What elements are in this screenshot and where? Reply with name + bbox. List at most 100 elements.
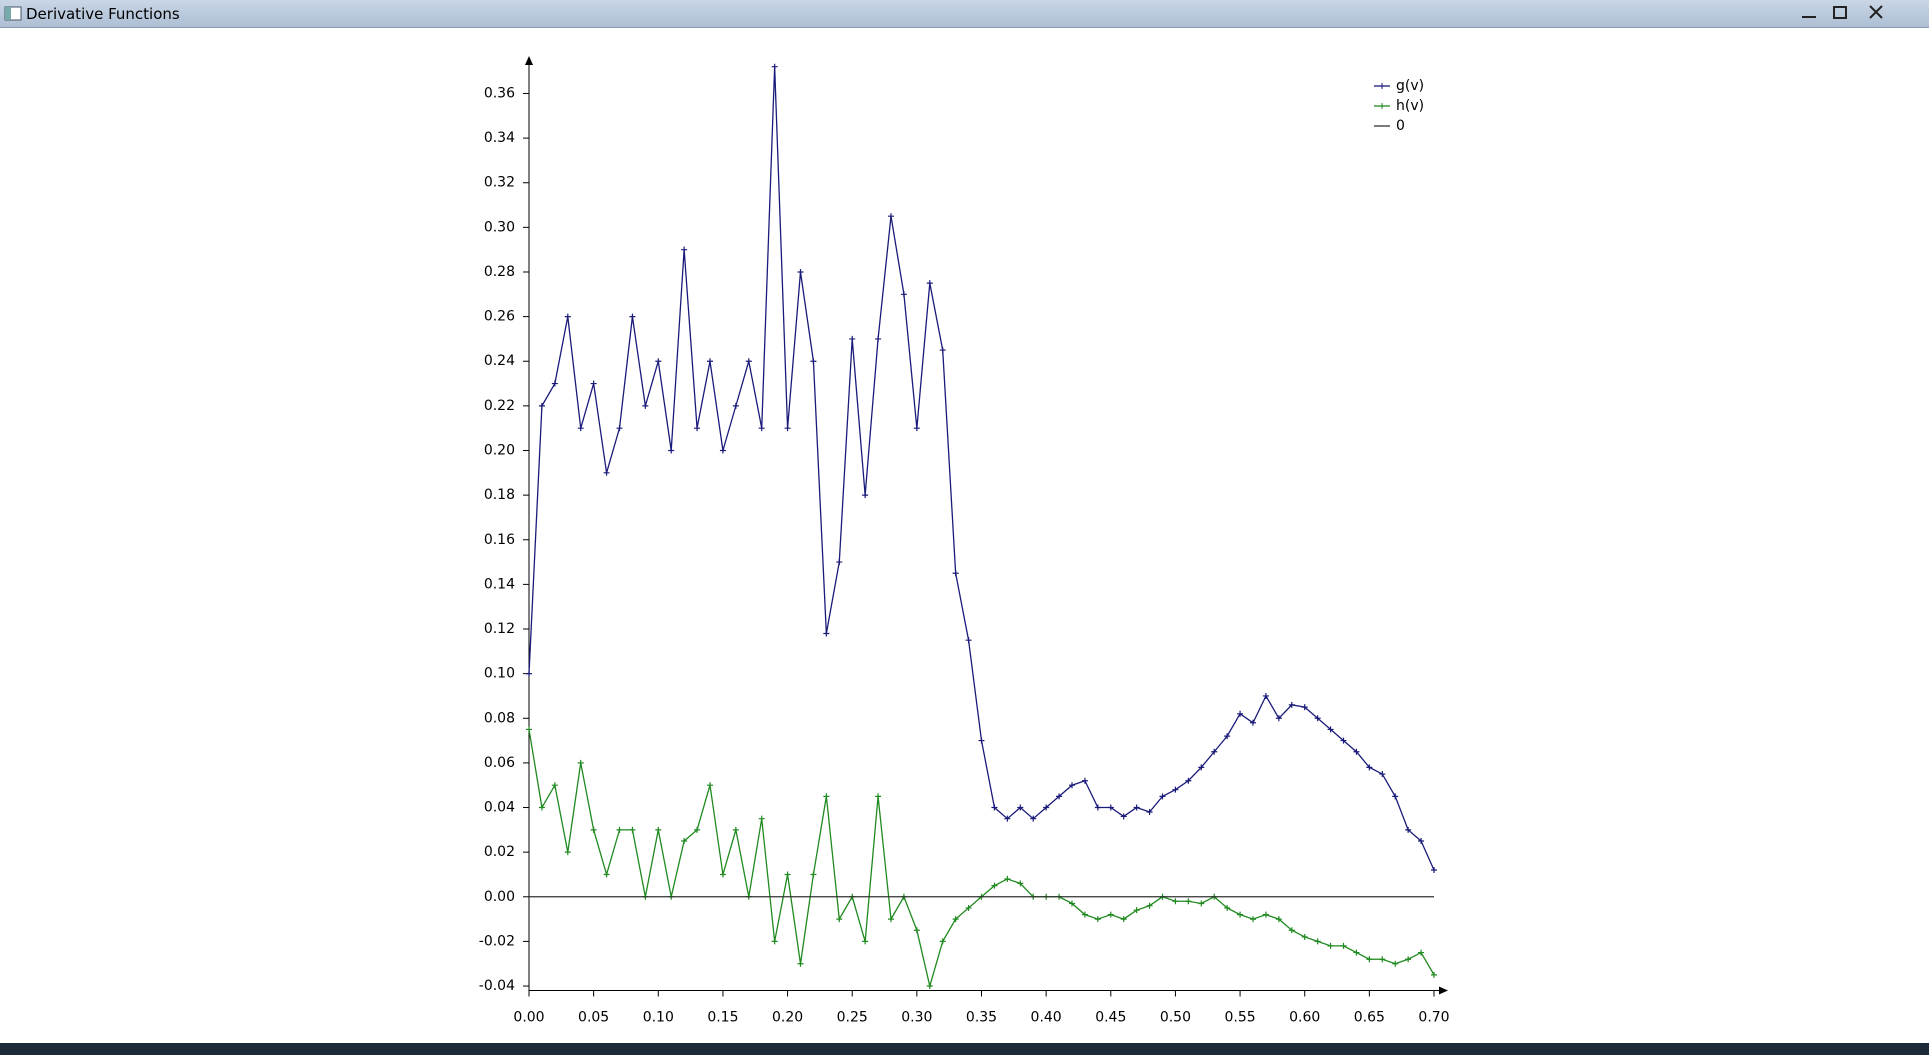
title-bar: Derivative Functions: [0, 0, 1929, 28]
point-marker: [1275, 916, 1282, 923]
point-marker: [719, 447, 726, 454]
point-marker: [1004, 875, 1011, 882]
y-tick-label: 0.26: [484, 309, 515, 325]
point-marker: [538, 804, 545, 811]
point-marker: [1392, 960, 1399, 967]
y-tick-label: 0.22: [484, 398, 515, 414]
window-controls[interactable]: [1790, 0, 1900, 27]
x-axis-arrow: [1439, 986, 1448, 995]
point-marker: [926, 983, 933, 990]
y-tick-label: 0.14: [484, 576, 515, 592]
point-marker: [1288, 701, 1295, 708]
point-marker: [823, 630, 830, 637]
point-marker: [1366, 956, 1373, 963]
point-marker: [1418, 837, 1425, 844]
point-marker: [1094, 804, 1101, 811]
y-tick-label: 0.18: [484, 487, 515, 503]
point-marker: [564, 849, 571, 856]
point-marker: [849, 335, 856, 342]
point-marker: [862, 938, 869, 945]
point-marker: [1120, 813, 1127, 820]
point-marker: [888, 916, 894, 923]
legend-label: h(v): [1396, 98, 1424, 114]
point-marker: [1081, 777, 1088, 784]
point-marker: [758, 815, 765, 822]
point-marker: [1366, 764, 1373, 771]
point-marker: [862, 492, 869, 499]
point-marker: [991, 804, 998, 811]
x-tick-label: 0.30: [901, 1010, 932, 1026]
point-marker: [1017, 880, 1024, 887]
point-marker: [771, 938, 778, 945]
point-marker: [1250, 916, 1256, 923]
point-marker: [732, 402, 739, 409]
point-marker: [616, 425, 623, 432]
point-marker: [1017, 804, 1024, 811]
point-marker: [978, 737, 985, 744]
x-tick-label: 0.20: [772, 1010, 803, 1026]
point-marker: [1301, 704, 1308, 711]
point-marker: [1198, 764, 1205, 771]
point-marker: [564, 313, 571, 320]
x-tick-label: 0.40: [1031, 1010, 1062, 1026]
point-marker: [810, 871, 817, 878]
y-tick-label: 0.34: [484, 130, 515, 146]
point-marker: [603, 469, 610, 476]
point-marker: [616, 826, 623, 833]
point-marker: [888, 213, 894, 220]
series-line: [528, 729, 1435, 989]
point-marker: [655, 826, 662, 833]
point-marker: [668, 447, 675, 454]
series-line: [528, 66, 1435, 871]
point-marker: [1081, 911, 1088, 918]
point-marker: [784, 871, 791, 878]
point-marker: [758, 425, 765, 432]
x-tick-label: 0.45: [1095, 1010, 1126, 1026]
point-marker: [719, 871, 726, 878]
point-marker: [1327, 942, 1334, 949]
point-marker: [875, 793, 882, 800]
point-marker: [603, 871, 610, 878]
y-tick-label: 0.24: [484, 353, 515, 369]
point-marker: [1172, 786, 1179, 793]
point-marker: [1224, 733, 1231, 740]
point-marker: [1314, 715, 1321, 722]
point-marker: [538, 402, 545, 409]
y-tick-label: -0.02: [479, 933, 515, 949]
point-marker: [1340, 737, 1347, 744]
window-title: Derivative Functions: [26, 5, 180, 23]
y-tick-label: 0.16: [484, 532, 515, 548]
x-tick-label: 0.60: [1289, 1010, 1320, 1026]
point-marker: [1431, 867, 1437, 874]
point-marker: [526, 670, 532, 677]
point-marker: [991, 882, 998, 889]
point-marker: [1379, 771, 1386, 778]
y-tick-label: 0.00: [484, 889, 515, 905]
point-marker: [1120, 916, 1127, 923]
point-marker: [939, 938, 946, 945]
point-marker: [1185, 898, 1192, 905]
point-marker: [694, 425, 701, 432]
point-marker: [1159, 793, 1166, 800]
point-marker: [707, 358, 713, 365]
point-marker: [1353, 748, 1360, 755]
point-marker: [952, 570, 959, 577]
point-marker: [1069, 782, 1075, 789]
point-marker: [1146, 808, 1153, 815]
point-marker: [1237, 911, 1244, 918]
point-marker: [1224, 904, 1231, 911]
point-marker: [913, 425, 920, 432]
point-marker: [1340, 942, 1347, 949]
x-tick-label: 0.70: [1418, 1010, 1449, 1026]
point-marker: [1262, 911, 1269, 918]
y-tick-label: 0.10: [484, 666, 515, 682]
point-marker: [1353, 949, 1360, 956]
point-marker: [875, 335, 882, 342]
legend-label: g(v): [1396, 78, 1424, 94]
x-tick-label: 0.05: [578, 1010, 609, 1026]
point-marker: [681, 246, 688, 253]
point-marker: [526, 726, 532, 733]
point-marker: [1392, 793, 1399, 800]
